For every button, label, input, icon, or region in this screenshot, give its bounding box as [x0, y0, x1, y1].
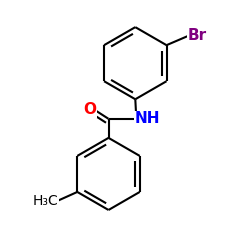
Text: H₃C: H₃C [32, 194, 58, 208]
Text: O: O [84, 102, 96, 117]
Text: NH: NH [135, 111, 160, 126]
Text: Br: Br [188, 28, 207, 44]
